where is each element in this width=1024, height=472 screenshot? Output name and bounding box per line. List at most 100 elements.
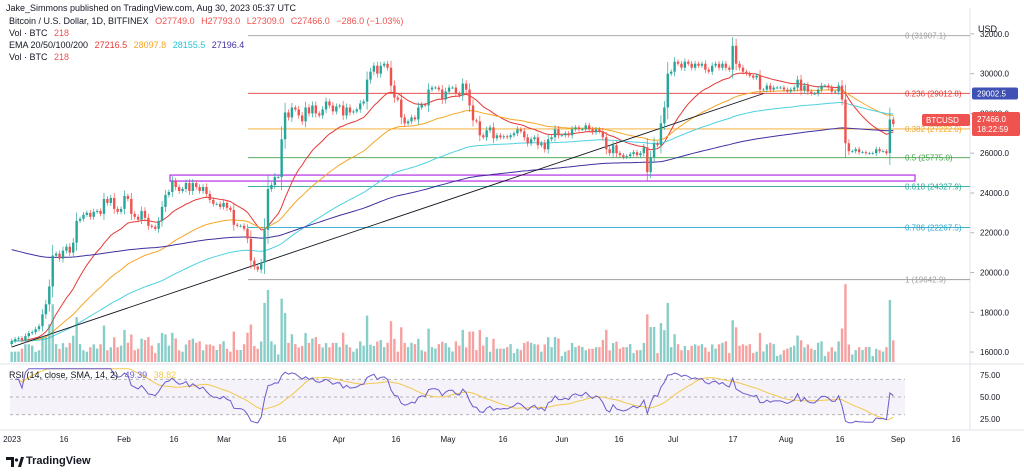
volume-bar	[745, 345, 748, 362]
candle-body	[393, 85, 396, 98]
rsi-sma-value: 38.82	[153, 370, 177, 380]
candle-body	[13, 339, 17, 342]
rsi-value: 49.39	[124, 370, 148, 380]
volume-bar	[810, 348, 813, 362]
volume-bar	[690, 345, 693, 362]
volume-bar	[20, 348, 24, 362]
volume-bar	[885, 347, 888, 362]
candle-body	[277, 177, 280, 178]
candle-body	[755, 75, 758, 78]
candle-body	[687, 61, 690, 64]
volume-bar	[464, 347, 468, 362]
candle-body	[307, 107, 311, 114]
volume-bar	[78, 344, 82, 362]
volume-bar	[669, 347, 673, 362]
candle-body	[396, 97, 400, 100]
x-axis-tick: 17	[729, 435, 738, 444]
candle-body	[126, 195, 130, 199]
volume-bar	[242, 344, 246, 362]
volume-bar	[536, 344, 540, 362]
candle-body	[89, 212, 92, 217]
volume-bar	[328, 347, 331, 362]
volume-bar	[430, 347, 434, 362]
brand-name: TradingView	[26, 455, 91, 467]
candle-body	[762, 89, 765, 91]
x-axis-tick: Jul	[668, 435, 678, 444]
candle-body	[256, 266, 259, 270]
candle-body	[738, 63, 741, 68]
volume-bar	[113, 337, 116, 362]
volume-bar	[311, 338, 314, 362]
volume-bar	[625, 347, 628, 362]
candle-body	[523, 131, 526, 138]
volume-bar	[406, 347, 410, 362]
volume-bar	[533, 344, 536, 362]
candle-body	[31, 332, 34, 334]
candle-body	[331, 105, 335, 112]
volume-bar	[492, 338, 495, 362]
volume-bar	[10, 351, 13, 362]
publisher-text: Jake_Simmons published on TradingView.co…	[6, 3, 297, 13]
candle-body	[772, 87, 775, 90]
volume-bar	[861, 350, 864, 362]
volume-bar	[543, 344, 546, 362]
last-price-bg	[972, 112, 1020, 137]
candle-body	[529, 139, 533, 144]
volume-bar	[297, 347, 300, 362]
candle-body	[379, 65, 382, 74]
candle-body	[300, 115, 304, 122]
volume-bar	[31, 345, 34, 362]
volume-bar	[591, 348, 594, 362]
volume-bar	[246, 332, 249, 362]
candle-body	[119, 208, 123, 212]
candle-body	[222, 202, 225, 207]
candle-body	[652, 143, 656, 158]
candle-body	[133, 213, 136, 217]
candle-body	[58, 253, 61, 259]
candle-body	[423, 104, 427, 106]
x-axis-tick: Aug	[779, 435, 793, 444]
candle-body	[406, 121, 410, 124]
candle-body	[177, 187, 181, 191]
x-axis-tick: Sep	[891, 435, 906, 444]
price-axis-tick: 26000.0	[980, 149, 1009, 158]
candle-body	[560, 135, 564, 137]
candle-body	[642, 147, 646, 154]
candle-body	[154, 226, 157, 229]
volume-bar	[642, 342, 646, 362]
volume-bar	[283, 312, 287, 362]
candle-body	[758, 75, 762, 90]
volume-bar	[266, 289, 270, 362]
candle-body	[444, 91, 447, 100]
candle-body	[680, 63, 683, 68]
volume-bar	[184, 344, 188, 362]
x-axis-tick: 16	[170, 435, 179, 444]
candle-body	[591, 129, 594, 133]
candle-body	[717, 63, 721, 68]
volume-bar	[652, 327, 656, 362]
volume-bar	[731, 320, 734, 362]
volume-bar	[263, 302, 266, 362]
x-axis-tick: 2023	[3, 435, 21, 444]
candle-body	[714, 63, 717, 66]
volume-bar	[307, 342, 311, 362]
candle-body	[731, 45, 734, 70]
price-axis-tick: 32000.0	[980, 30, 1009, 39]
candle-body	[840, 85, 844, 100]
volume-bar	[324, 343, 328, 362]
ema50-value: 28097.8	[133, 40, 167, 50]
legend-vol-1: Vol · BTC 218	[9, 28, 73, 38]
volume-bar	[820, 341, 823, 362]
volume-bar	[618, 348, 622, 362]
candle-body	[546, 139, 550, 150]
candle-body	[611, 145, 615, 154]
volume-bar	[34, 351, 37, 362]
volume-bar	[150, 345, 154, 362]
volume-bar	[529, 342, 533, 362]
candle-body	[355, 109, 359, 112]
volume-bar	[714, 348, 717, 362]
volume-bar	[348, 347, 352, 362]
volume-bar	[294, 344, 297, 362]
candle-body	[482, 135, 485, 138]
